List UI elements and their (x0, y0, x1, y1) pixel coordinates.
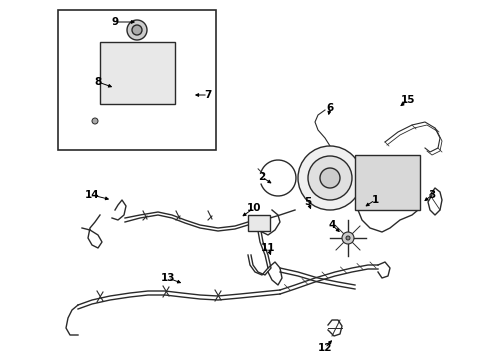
Circle shape (320, 168, 340, 188)
Circle shape (308, 156, 352, 200)
Circle shape (346, 236, 350, 240)
Text: 12: 12 (318, 343, 332, 353)
Text: 5: 5 (304, 197, 312, 207)
Circle shape (342, 232, 354, 244)
Text: 10: 10 (247, 203, 261, 213)
Text: 2: 2 (258, 172, 266, 182)
Text: 8: 8 (95, 77, 101, 87)
Circle shape (92, 118, 98, 124)
Bar (58, 10, 216, 150)
Text: 9: 9 (111, 17, 119, 27)
Text: 13: 13 (161, 273, 175, 283)
Bar (248, 215, 270, 231)
Circle shape (298, 146, 362, 210)
Text: 14: 14 (85, 190, 99, 200)
Circle shape (127, 20, 147, 40)
Text: 7: 7 (204, 90, 212, 100)
Text: 6: 6 (326, 103, 334, 113)
Text: 15: 15 (401, 95, 415, 105)
Bar (355, 155, 420, 210)
Text: 3: 3 (428, 190, 436, 200)
Text: 1: 1 (371, 195, 379, 205)
Bar (100, 42, 175, 104)
Text: 4: 4 (328, 220, 336, 230)
Text: 11: 11 (261, 243, 275, 253)
Circle shape (132, 25, 142, 35)
